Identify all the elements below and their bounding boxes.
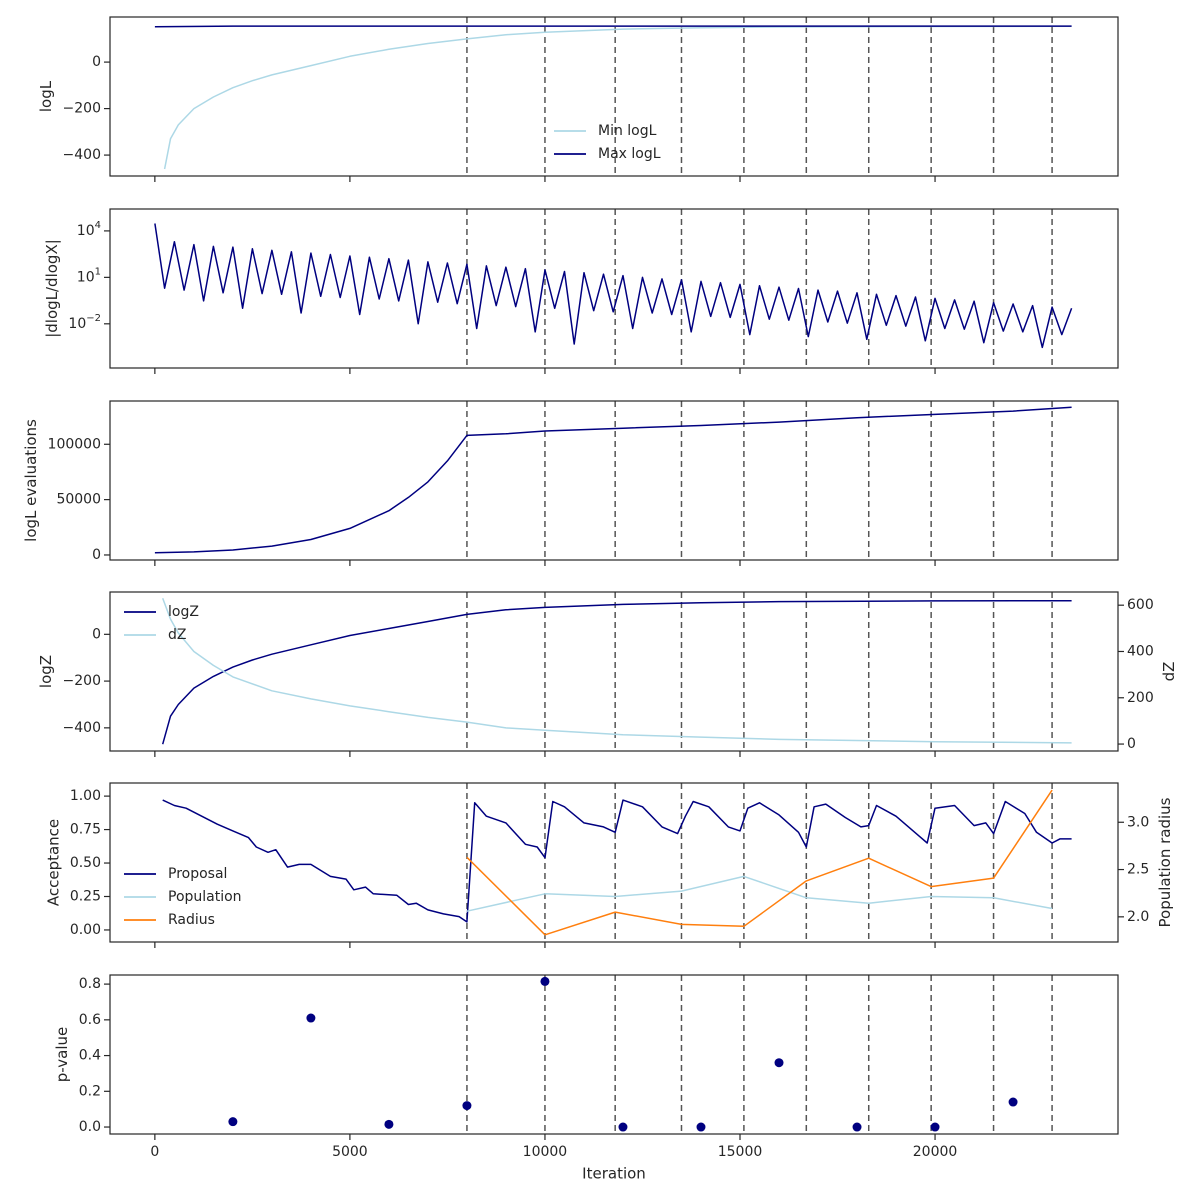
y-tick-label: 2.5: [1127, 862, 1149, 878]
y-axis-label: Acceptance: [44, 819, 62, 906]
legend-label: dZ: [168, 627, 186, 643]
point: [306, 1013, 316, 1023]
x-axis-label: Iteration: [582, 1165, 646, 1183]
tick-base: 10: [68, 316, 86, 332]
y-tick-label: 200: [1127, 690, 1154, 706]
series-line: [466, 789, 1053, 936]
y-axis-label: logL: [37, 80, 55, 112]
axes-frame: [109, 974, 1119, 1135]
point: [540, 976, 550, 986]
x-tick-label: 10000: [523, 1144, 568, 1160]
x-tick-label: 5000: [332, 1144, 368, 1160]
panel: 0.00 0.25 0.50 0.75 1.00 Acceptance 2.0 2.5 3.0 P…: [44, 782, 1174, 948]
y-tick-label: 0.00: [70, 922, 101, 938]
y-tick-label: 400: [1127, 643, 1154, 659]
x-tick-label: 0: [150, 1144, 159, 1160]
y-tick-label: 104: [77, 220, 101, 239]
y-tick-label: 0.4: [79, 1048, 101, 1064]
tick-base: 10: [77, 223, 95, 239]
y-axis-label: logZ: [37, 655, 55, 688]
y-tick-label: −400: [63, 147, 101, 163]
y-tick-label: 100000: [48, 436, 101, 452]
legend-label: Radius: [168, 912, 215, 928]
series-line: [154, 223, 1073, 349]
y-tick-label: 101: [77, 266, 101, 285]
y-tick-label: 10−2: [68, 313, 101, 332]
point: [384, 1119, 394, 1129]
y-tick-label: 0.0: [79, 1119, 101, 1135]
panel: 0 50000 100000 logL evaluations: [22, 400, 1119, 566]
point: [462, 1101, 472, 1111]
y-tick-label: 50000: [56, 492, 101, 508]
x-tick-label: 20000: [913, 1144, 958, 1160]
y-tick-label: 0.6: [79, 1012, 101, 1028]
series-line: [161, 597, 1072, 744]
tick-exponent: 4: [95, 220, 101, 231]
legend-label: Proposal: [168, 866, 227, 882]
point: [618, 1122, 628, 1132]
legend-label: Min logL: [598, 123, 657, 139]
point: [774, 1058, 784, 1068]
tick-exponent: 1: [95, 266, 101, 277]
y2-axis-label: Population radius: [1156, 797, 1174, 927]
y-axis-label: logL evaluations: [22, 419, 40, 542]
y-tick-label: 0.8: [79, 976, 101, 992]
axes-frame: [109, 208, 1119, 369]
y-tick-label: 2.0: [1127, 909, 1149, 925]
axes-frame: [109, 591, 1119, 752]
legend-label: Population: [168, 889, 242, 905]
point: [696, 1122, 706, 1132]
y-axis-label: p-value: [53, 1027, 71, 1083]
y-tick-label: −200: [63, 101, 101, 117]
panel: −400 −200 0 logL Min logL Max logL: [37, 16, 1119, 182]
point: [930, 1122, 940, 1132]
tick-exponent: −2: [86, 313, 101, 324]
y-axis-label: |dlogL/dlogX|: [43, 239, 61, 338]
y-tick-label: 1.00: [70, 788, 101, 804]
panel: 0 5000 10000 15000 20000 Iteration 0.0 0.2 0.4 0.…: [53, 974, 1119, 1183]
series-line: [154, 406, 1072, 554]
y2-axis-label: dZ: [1160, 662, 1178, 682]
y-tick-label: 0.50: [70, 855, 101, 871]
axes-frame: [109, 400, 1119, 561]
series-line: [163, 25, 1072, 170]
point: [1008, 1097, 1018, 1107]
y-tick-label: 600: [1127, 597, 1154, 613]
x-tick-label: 15000: [718, 1144, 763, 1160]
tick-base: 10: [77, 269, 95, 285]
legend-label: Max logL: [598, 146, 661, 162]
series-line: [466, 875, 1053, 912]
y-tick-label: −200: [63, 673, 101, 689]
series-line: [154, 25, 1072, 28]
y-tick-label: 0.75: [70, 822, 101, 838]
y-tick-label: 0: [92, 54, 101, 70]
point: [228, 1117, 238, 1127]
series-line: [161, 599, 1072, 745]
y-tick-label: −400: [63, 720, 101, 736]
y-tick-label: 3.0: [1127, 814, 1149, 830]
panel: −400 −200 0 logZ 0 200 400 600 dZ logZ dZ: [37, 591, 1178, 757]
axes-frame: [109, 782, 1119, 943]
axes-frame: [109, 16, 1119, 177]
y-tick-label: 0: [92, 547, 101, 563]
y-tick-label: 0.25: [70, 888, 101, 904]
legend-label: logZ: [168, 604, 199, 620]
y-tick-label: 0: [1127, 736, 1136, 752]
y-tick-label: 0.2: [79, 1083, 101, 1099]
point: [852, 1122, 862, 1132]
y-tick-label: 0: [92, 626, 101, 642]
series-line: [162, 799, 1072, 923]
